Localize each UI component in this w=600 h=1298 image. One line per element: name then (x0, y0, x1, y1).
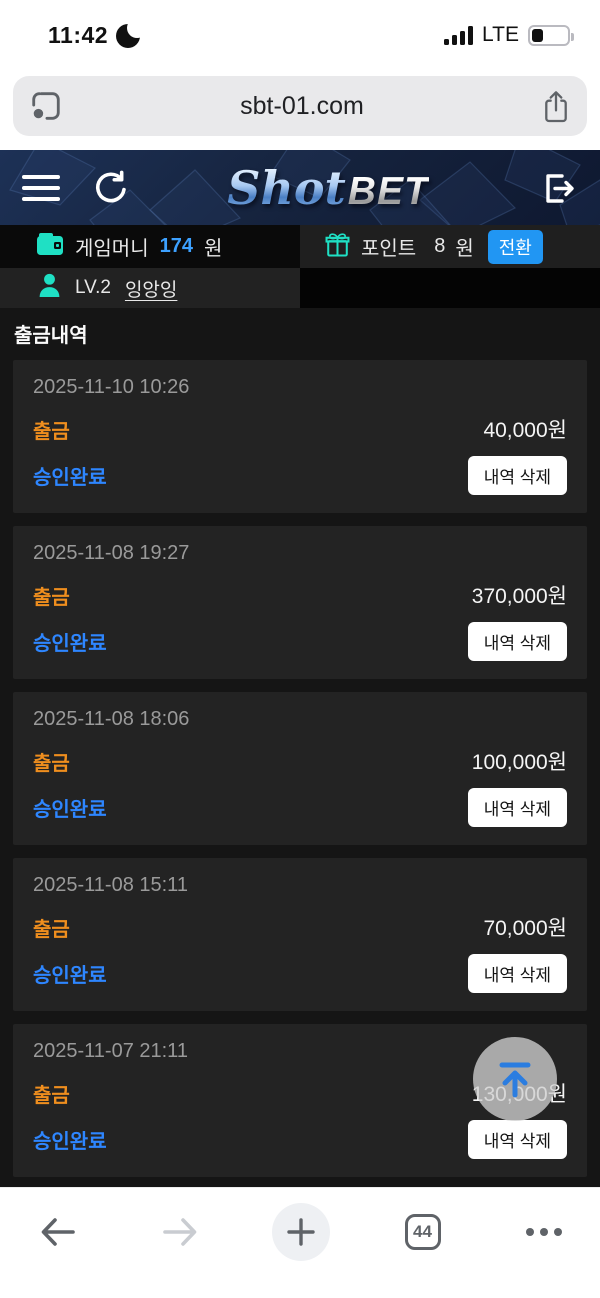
entry-amount: 370,000원 (471, 585, 567, 608)
tab-switcher-button[interactable]: 44 (391, 1200, 455, 1264)
points-label: 포인트 (361, 238, 417, 260)
entry-datetime: 2025-11-07 21:11 (33, 1040, 188, 1062)
withdrawal-list: 2025-11-10 10:26 출금 40,000원 승인완료 내역 삭제 2… (0, 360, 600, 1177)
moon-icon (114, 18, 148, 50)
browser-toolbar: 44 (0, 1187, 600, 1298)
entry-datetime: 2025-11-08 19:27 (33, 542, 190, 564)
lens-icon[interactable] (29, 89, 63, 123)
entry-status: 승인완료 (33, 799, 107, 821)
plus-icon (272, 1203, 330, 1261)
url-text[interactable]: sbt-01.com (240, 91, 364, 120)
entry-amount: 100,000원 (471, 751, 567, 774)
entry-amount: 70,000원 (483, 917, 567, 940)
logo-shot-text: Shot (227, 160, 346, 215)
refresh-icon[interactable] (90, 169, 128, 207)
user-cell: LV.2 잉앙잉 (0, 268, 300, 308)
site-logo[interactable]: Shot BET (227, 165, 429, 211)
points-unit: 원 (455, 238, 474, 260)
delete-history-button[interactable]: 내역 삭제 (467, 954, 567, 993)
tab-count-badge: 44 (404, 1214, 441, 1250)
convert-points-button[interactable]: 전환 (487, 229, 543, 264)
wallet-icon (36, 232, 64, 261)
entry-datetime: 2025-11-08 18:06 (33, 708, 190, 730)
empty-cell (300, 268, 600, 308)
scroll-to-top-button[interactable] (473, 1037, 557, 1121)
entry-type: 출금 (33, 1084, 70, 1107)
entry-datetime: 2025-11-10 10:26 (33, 376, 190, 398)
entry-status: 승인완료 (33, 467, 107, 489)
entry-type: 출금 (33, 586, 70, 609)
entry-status: 승인완료 (33, 633, 107, 655)
entry-amount: 40,000원 (483, 419, 567, 442)
user-icon (38, 273, 61, 303)
entry-type: 출금 (33, 752, 70, 775)
entry-type: 출금 (33, 918, 70, 941)
share-icon[interactable] (541, 88, 571, 124)
game-money-unit: 원 (203, 238, 223, 260)
battery-icon (528, 24, 574, 46)
delete-history-button[interactable]: 내역 삭제 (467, 1120, 567, 1159)
browser-chrome-top: sbt-01.com (0, 60, 600, 150)
user-level: LV.2 (75, 277, 111, 298)
withdrawal-card: 2025-11-08 19:27 출금 370,000원 승인완료 내역 삭제 (13, 526, 587, 679)
forward-button[interactable] (148, 1200, 212, 1264)
delete-history-button[interactable]: 내역 삭제 (467, 788, 567, 827)
signal-strength-icon (444, 25, 474, 45)
arrow-up-to-line-icon (499, 1062, 531, 1098)
gift-icon (324, 231, 351, 263)
entry-datetime: 2025-11-08 15:11 (33, 874, 188, 896)
logout-icon[interactable] (540, 169, 578, 207)
game-money-label: 게임머니 (75, 238, 149, 260)
site-header: Shot BET (0, 150, 600, 225)
game-money-value: 174 (159, 235, 193, 257)
menu-button[interactable] (22, 174, 60, 201)
more-menu-button[interactable] (512, 1200, 576, 1264)
new-tab-button[interactable] (269, 1200, 333, 1264)
points-value: 8 (434, 235, 446, 257)
network-type-label: LTE (482, 23, 519, 46)
status-bar: 11:42 LTE (0, 0, 600, 60)
clock: 11:42 (48, 21, 109, 48)
address-bar[interactable]: sbt-01.com (13, 76, 587, 136)
withdrawal-card: 2025-11-08 18:06 출금 100,000원 승인완료 내역 삭제 (13, 692, 587, 845)
username-link[interactable]: 잉앙잉 (124, 279, 178, 301)
entry-status: 승인완료 (33, 1131, 107, 1153)
delete-history-button[interactable]: 내역 삭제 (467, 456, 567, 495)
account-info: 게임머니 174 원 포인트 8 원 전환 (0, 225, 600, 308)
logo-bet-text: BET (347, 169, 429, 213)
game-money-cell: 게임머니 174 원 (0, 225, 300, 268)
forward-arrow-icon (162, 1218, 196, 1246)
delete-history-button[interactable]: 내역 삭제 (467, 622, 567, 661)
points-cell: 포인트 8 원 전환 (300, 225, 600, 268)
back-arrow-icon (41, 1218, 75, 1246)
withdrawal-card: 2025-11-10 10:26 출금 40,000원 승인완료 내역 삭제 (13, 360, 587, 513)
back-button[interactable] (26, 1200, 90, 1264)
withdrawal-card: 2025-11-08 15:11 출금 70,000원 승인완료 내역 삭제 (13, 858, 587, 1011)
entry-type: 출금 (33, 420, 70, 443)
page-title: 출금내역 (14, 325, 88, 347)
three-dots-icon (526, 1228, 562, 1236)
entry-status: 승인완료 (33, 965, 107, 987)
